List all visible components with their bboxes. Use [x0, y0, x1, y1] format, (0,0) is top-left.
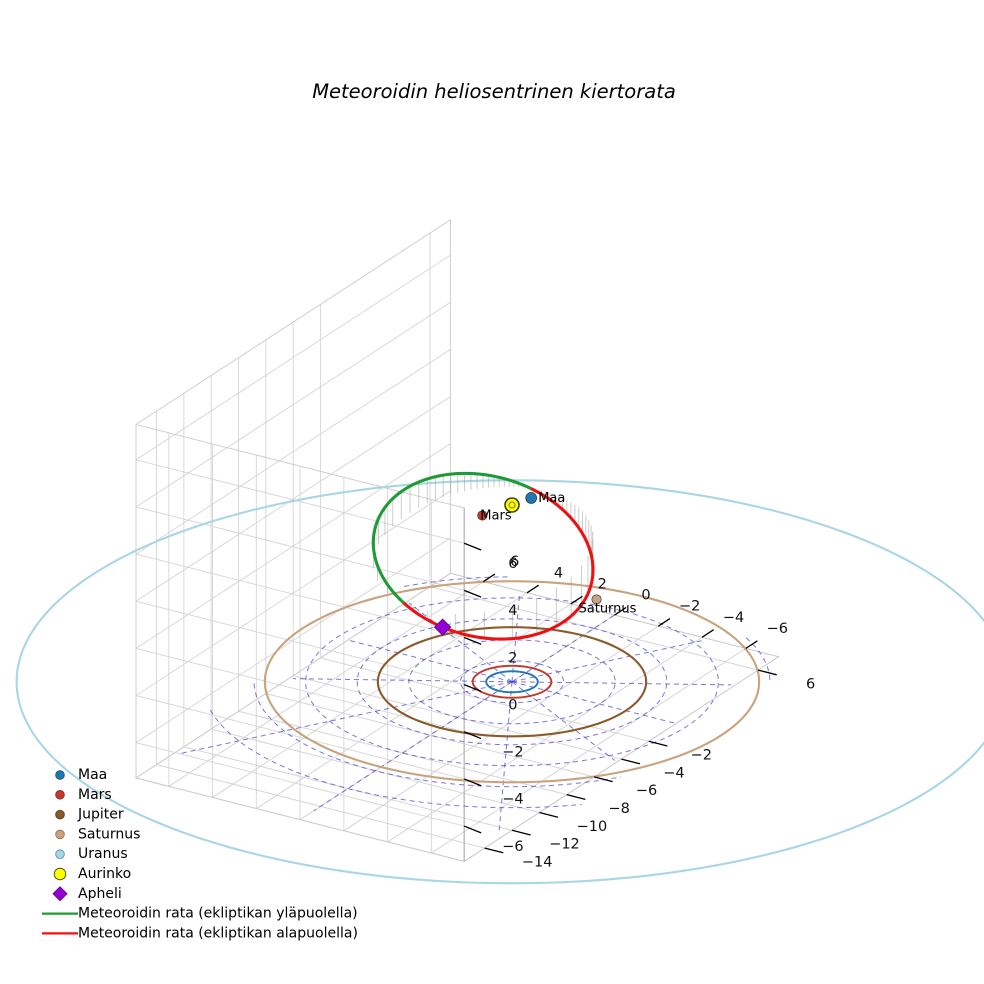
y-tick-2: 2 — [598, 576, 607, 592]
legend-item[interactable]: Uranus — [55, 846, 128, 862]
body-labels: Maa Mars Saturnus — [480, 491, 636, 617]
x-tick--4: −4 — [663, 765, 684, 781]
legend-item[interactable]: Maa — [55, 767, 108, 783]
y-tick--2: −2 — [679, 599, 700, 615]
page-title: Meteoroidin heliosentrinen kiertorata — [312, 80, 676, 103]
x-tick--6: −6 — [636, 783, 657, 799]
legend-label: Meteoroidin rata (ekliptikan alapuolella… — [78, 925, 358, 941]
legend-label: Aurinko — [78, 866, 131, 882]
label-mars: Mars — [480, 509, 512, 524]
body-markers — [433, 492, 602, 636]
y-tick--4: −4 — [723, 610, 744, 626]
x-tick--12: −12 — [549, 837, 580, 853]
legend-item[interactable]: Apheli — [52, 886, 122, 902]
x-tick--8: −8 — [609, 801, 630, 817]
label-saturnus: Saturnus — [579, 602, 637, 617]
legend: Maa Mars Jupiter Saturnus Uranus Aurinko Aphel… — [42, 767, 358, 941]
legend-label: Meteoroidin rata (ekliptikan yläpuolella… — [78, 906, 358, 922]
z-tick--2: −2 — [502, 745, 523, 761]
z-tick-4: 4 — [508, 603, 517, 619]
legend-item[interactable]: Jupiter — [55, 807, 124, 823]
meteoroid-orbit — [371, 471, 595, 641]
legend-label: Jupiter — [77, 807, 124, 823]
y-tick-4: 4 — [554, 565, 563, 581]
y-tick--6: −6 — [767, 621, 788, 637]
legend-item[interactable]: Meteoroidin rata (ekliptikan alapuolella… — [42, 925, 358, 941]
y-tick-0: 0 — [641, 588, 650, 604]
legend-item[interactable]: Aurinko — [53, 866, 131, 882]
x-tick--14: −14 — [522, 854, 553, 870]
z-tick--4: −4 — [502, 792, 523, 808]
legend-label: Apheli — [78, 886, 122, 902]
z-tick-6: 6 — [508, 556, 517, 572]
z-tick-2: 2 — [508, 650, 517, 666]
y-tick-6: 6 — [510, 554, 519, 570]
legend-item[interactable]: Mars — [55, 787, 112, 803]
x-tick--2: −2 — [691, 748, 712, 764]
legend-label: Uranus — [78, 846, 128, 862]
label-maa: Maa — [538, 491, 565, 506]
z-tick--6: −6 — [502, 839, 523, 855]
legend-item[interactable]: Meteoroidin rata (ekliptikan yläpuolella… — [42, 906, 358, 922]
legend-label: Saturnus — [78, 826, 140, 842]
orbit-uranus — [15, 479, 984, 885]
x-tick-6: 6 — [806, 676, 815, 692]
legend-label: Maa — [78, 767, 107, 783]
legend-item[interactable]: Saturnus — [55, 826, 141, 842]
legend-label: Mars — [78, 787, 112, 803]
z-tick-0: 0 — [508, 697, 517, 713]
x-tick--10: −10 — [577, 819, 608, 835]
